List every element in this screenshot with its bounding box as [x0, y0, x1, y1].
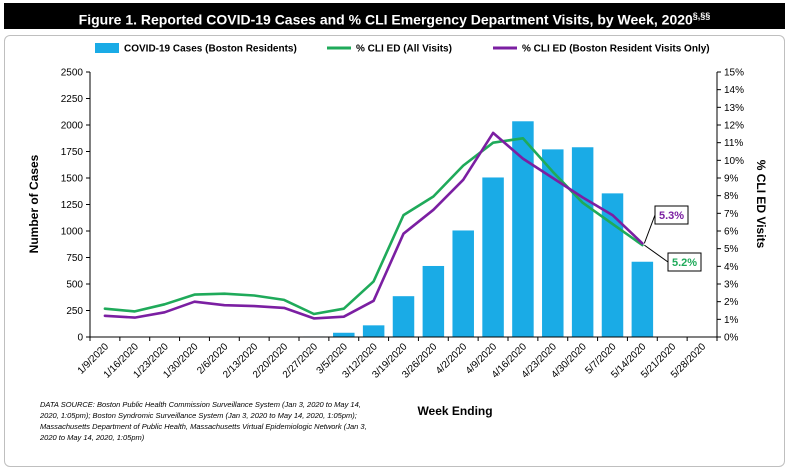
legend-label: % CLI ED (Boston Resident Visits Only) — [522, 44, 710, 55]
annotation-box — [667, 252, 702, 272]
y-tick-label: 500 — [66, 280, 83, 291]
bar — [452, 230, 474, 337]
y2-tick-label: 10% — [724, 156, 744, 167]
y-tick-label: 250 — [66, 306, 83, 317]
chart-title-bar: Figure 1. Reported COVID-19 Cases and % … — [4, 3, 785, 29]
x-axis-title: Week Ending — [417, 404, 492, 418]
annotation-leader — [643, 214, 656, 244]
y-tick-label: 2250 — [61, 94, 84, 105]
bar-series — [303, 121, 654, 337]
annotation-label: 5.3% — [659, 210, 684, 222]
bar — [422, 265, 445, 337]
y2-tick-label: 14% — [724, 85, 744, 96]
bar — [542, 149, 564, 337]
line-series — [103, 131, 644, 320]
annotation-label: 5.2% — [672, 257, 697, 269]
legend-label: % CLI ED (All Visits) — [356, 44, 452, 55]
y-tick-label: 0 — [77, 333, 83, 344]
line-boston-residents — [103, 131, 644, 320]
y2-tick-label: 1% — [724, 315, 739, 326]
y2-tick-label: 11% — [724, 138, 743, 149]
bar — [631, 261, 654, 337]
y-axis-right: 0% 1% 2% 3% 4% 5% 6% 7% 8% 9% 10% 11% 12% 13% 14% 15% — [717, 68, 744, 344]
y2-tick-label: 12% — [724, 121, 744, 132]
y2-tick-label: 0% — [724, 333, 739, 344]
y-axis-title: Number of Cases — [27, 154, 41, 253]
data-source-note: DATA SOURCE: Boston Public Health Commis… — [40, 400, 367, 442]
chart-title-superscript: §,§§ — [692, 11, 711, 21]
axes — [89, 72, 718, 338]
y2-tick-label: 4% — [724, 262, 739, 273]
bar — [482, 177, 504, 337]
x-tick-label: 4/2/2020 — [434, 341, 470, 377]
y-tick-label: 1250 — [61, 200, 84, 211]
annotations: 5.3% 5.2% — [643, 205, 702, 272]
y-tick-label: 2500 — [61, 68, 84, 79]
bar — [392, 296, 415, 337]
y-tick-label: 750 — [66, 253, 83, 264]
y2-tick-label: 13% — [724, 103, 744, 114]
bar — [512, 121, 534, 337]
y-axis-left: 0 250 500 750 1000 1250 1500 1750 2000 2250 2500 — [61, 68, 90, 344]
bar — [571, 147, 594, 337]
legend-swatch-bar — [95, 43, 119, 53]
y-tick-label: 1000 — [61, 227, 84, 238]
chart-frame — [4, 35, 785, 467]
y-tick-label: 2000 — [61, 121, 84, 132]
legend-label: COVID-19 Cases (Boston Residents) — [124, 44, 297, 55]
y2-axis-title: % CLI ED Visits — [754, 160, 768, 249]
y2-tick-label: 9% — [724, 174, 739, 185]
y2-tick-label: 6% — [724, 227, 739, 238]
y2-tick-label: 5% — [724, 244, 739, 255]
y2-tick-label: 15% — [724, 68, 744, 79]
y2-tick-label: 7% — [724, 209, 739, 220]
y-tick-label: 1750 — [61, 147, 84, 158]
y2-tick-label: 2% — [724, 297, 739, 308]
line-all-visits — [103, 137, 644, 316]
y-tick-label: 1500 — [61, 174, 84, 185]
annotation-box — [654, 205, 689, 225]
annotation-leader — [644, 244, 669, 263]
bar — [362, 325, 385, 337]
legend: COVID-19 Cases (Boston Residents) % CLI E… — [95, 43, 710, 55]
y2-tick-label: 3% — [724, 280, 739, 291]
bar — [333, 332, 355, 337]
x-axis: 1/9/20201/16/20201/23/20201/30/20202/6/2… — [76, 337, 718, 381]
y2-tick-label: 8% — [724, 191, 739, 202]
chart-title: Figure 1. Reported COVID-19 Cases and % … — [78, 11, 693, 28]
